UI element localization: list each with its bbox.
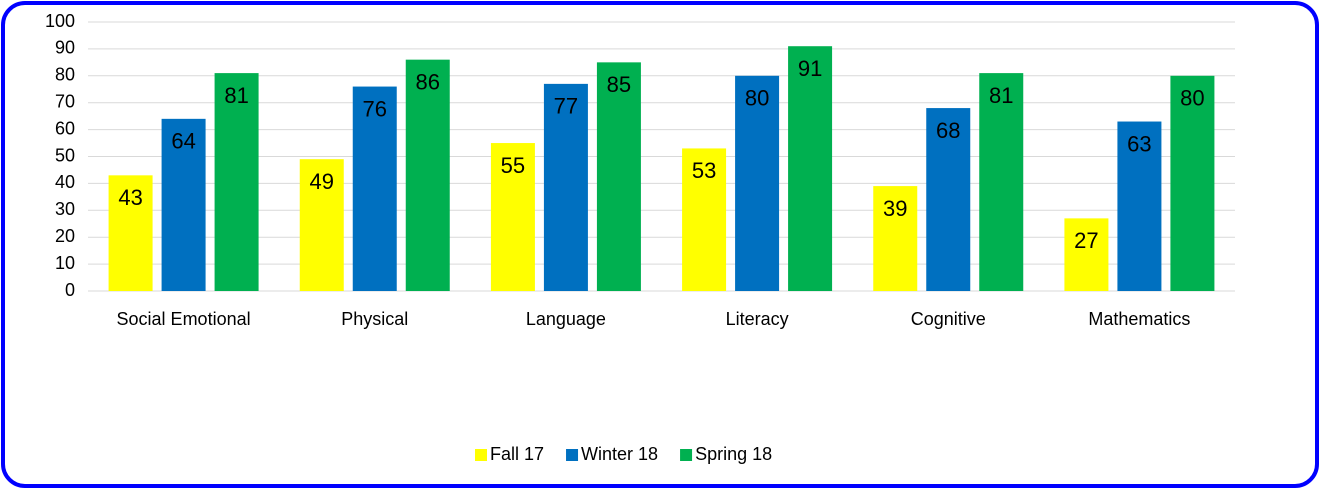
data-label: 85	[607, 72, 631, 97]
data-label: 81	[224, 83, 248, 108]
legend-swatch	[566, 449, 579, 461]
bar	[926, 108, 971, 291]
bar	[1064, 218, 1109, 291]
data-label: 86	[416, 69, 440, 94]
bar	[543, 83, 588, 292]
legend-swatch	[475, 449, 487, 461]
data-label: 27	[1074, 228, 1098, 253]
bar	[214, 73, 259, 291]
data-label: 68	[936, 118, 960, 143]
data-label: 43	[118, 185, 142, 210]
bar	[490, 143, 535, 291]
data-label: 63	[1127, 131, 1151, 156]
bar	[979, 73, 1024, 291]
y-tick-label: 100	[45, 11, 75, 31]
data-label: 80	[1180, 86, 1204, 111]
y-tick-label: 60	[55, 118, 75, 138]
legend-label: Fall 17	[490, 444, 544, 464]
x-tick-label: Literacy	[726, 309, 789, 329]
data-label: 49	[310, 169, 334, 194]
y-tick-label: 0	[65, 280, 75, 300]
y-tick-label: 70	[55, 91, 75, 111]
x-tick-label: Mathematics	[1088, 309, 1190, 329]
y-tick-label: 50	[55, 145, 75, 165]
bar	[352, 86, 397, 291]
data-label: 76	[363, 96, 387, 121]
bar	[405, 59, 450, 291]
x-tick-label: Cognitive	[911, 309, 986, 329]
bar	[161, 118, 206, 291]
x-tick-label: Social Emotional	[117, 309, 251, 329]
legend-label: Winter 18	[581, 444, 658, 464]
data-label: 39	[883, 196, 907, 221]
bar	[1170, 75, 1215, 291]
bar	[1117, 121, 1162, 291]
data-label: 80	[745, 86, 769, 111]
data-label: 55	[501, 153, 525, 178]
data-label: 91	[798, 56, 822, 81]
bar	[682, 148, 727, 291]
data-label: 77	[554, 94, 578, 119]
y-tick-label: 20	[55, 226, 75, 246]
y-tick-label: 10	[55, 253, 75, 273]
legend-swatch	[680, 449, 693, 461]
y-tick-label: 80	[55, 65, 75, 85]
legend-label: Spring 18	[695, 444, 772, 464]
bar	[873, 186, 918, 291]
bar	[788, 46, 833, 292]
bar	[735, 75, 780, 291]
y-tick-label: 40	[55, 172, 75, 192]
bar	[108, 175, 153, 291]
data-label: 81	[989, 83, 1013, 108]
bar	[299, 159, 344, 291]
y-tick-label: 30	[55, 199, 75, 219]
x-tick-label: Language	[526, 309, 606, 329]
data-label: 53	[692, 158, 716, 183]
data-label: 64	[171, 129, 195, 154]
bar	[596, 62, 641, 291]
y-tick-label: 90	[55, 38, 75, 58]
x-tick-label: Physical	[341, 309, 408, 329]
